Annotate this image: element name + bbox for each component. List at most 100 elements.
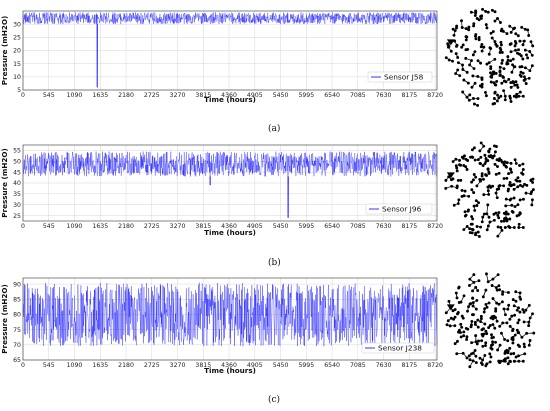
network-node <box>476 103 480 107</box>
network-node <box>504 197 508 201</box>
network-node <box>453 324 457 328</box>
y-tick-label: 25 <box>13 213 21 220</box>
network-node <box>491 30 495 34</box>
network-node <box>446 319 450 323</box>
network-node <box>514 161 518 165</box>
x-tick-label: 7630 <box>376 223 392 230</box>
network-node <box>530 53 534 57</box>
network-node <box>517 222 521 226</box>
network-node <box>524 308 528 312</box>
network-node <box>458 158 461 162</box>
network-node <box>502 67 506 71</box>
network-node <box>517 94 521 98</box>
network-node <box>530 190 534 194</box>
network-node <box>468 63 472 67</box>
network-node <box>473 322 477 326</box>
network-node <box>520 171 524 175</box>
network-node <box>479 317 483 321</box>
network-node <box>492 154 496 158</box>
network-edge <box>486 204 489 214</box>
network-node <box>528 339 532 342</box>
network-node <box>461 90 465 94</box>
network-node <box>497 302 501 306</box>
network-node <box>518 212 522 216</box>
series-line-sensor-j58 <box>22 11 438 88</box>
network-node <box>455 186 459 190</box>
x-tick-label: 7630 <box>376 92 392 99</box>
network-node <box>454 291 458 295</box>
network-node <box>466 309 469 313</box>
network-node <box>459 322 463 326</box>
network-node <box>470 148 474 152</box>
network-node <box>515 328 519 332</box>
network-node <box>487 301 491 305</box>
network-node <box>464 48 468 52</box>
network-node <box>472 102 476 106</box>
network-node <box>497 284 501 288</box>
network-node <box>499 226 503 229</box>
network-node <box>471 313 475 317</box>
network-node <box>487 192 491 196</box>
x-tick-label: 7630 <box>376 362 392 369</box>
x-tick-label: 3270 <box>170 362 186 369</box>
network-node <box>484 157 488 161</box>
network-node <box>497 184 501 188</box>
network-node <box>468 284 471 287</box>
network-node <box>514 355 518 359</box>
network-node <box>460 188 464 192</box>
network-node <box>506 362 510 366</box>
network-node <box>513 313 517 317</box>
network-node <box>490 8 494 12</box>
network-node <box>497 171 501 175</box>
x-tick-label: 3270 <box>170 223 186 230</box>
network-node <box>467 28 471 32</box>
network-node <box>528 50 532 53</box>
network-node <box>453 29 457 33</box>
network-node <box>460 45 464 49</box>
network-node <box>489 65 493 69</box>
network-node <box>485 305 489 309</box>
x-tick-label: 545 <box>43 92 55 99</box>
network-node <box>531 44 535 48</box>
x-tick-label: 2725 <box>144 362 160 369</box>
network-node <box>510 183 514 187</box>
y-tick-label: 85 <box>13 296 21 303</box>
network-node <box>490 347 494 351</box>
x-tick-label: 0 <box>21 223 25 230</box>
network-map-a <box>444 7 535 107</box>
network-node <box>513 83 517 87</box>
network-node <box>517 306 520 310</box>
network-node <box>518 179 522 183</box>
network-node <box>505 161 509 165</box>
x-tick-label: 4360 <box>221 362 237 369</box>
network-node <box>472 173 476 176</box>
network-node <box>456 68 460 72</box>
network-node <box>497 216 501 220</box>
network-node <box>488 360 492 364</box>
network-node <box>494 309 498 313</box>
network-node <box>479 320 483 323</box>
y-tick-label: 10 <box>13 74 21 81</box>
plot-frame <box>22 277 438 361</box>
network-node <box>509 59 513 63</box>
x-tick-label: 4905 <box>247 92 263 99</box>
x-tick-label: 5450 <box>273 92 289 99</box>
network-node <box>499 40 503 44</box>
network-node <box>482 212 486 216</box>
network-node <box>465 35 469 39</box>
network-node <box>495 79 499 83</box>
network-node <box>474 9 478 13</box>
network-node <box>532 331 536 335</box>
network-node <box>515 308 519 312</box>
network-node <box>462 164 466 167</box>
network-node <box>508 198 512 202</box>
network-node <box>526 28 530 32</box>
network-node <box>474 11 478 15</box>
network-node <box>506 356 510 360</box>
network-node <box>483 162 487 165</box>
network-node <box>494 307 498 311</box>
network-node <box>474 175 478 179</box>
network-node <box>506 290 510 294</box>
network-node <box>503 94 507 98</box>
y-tick-label: 70 <box>13 342 21 349</box>
